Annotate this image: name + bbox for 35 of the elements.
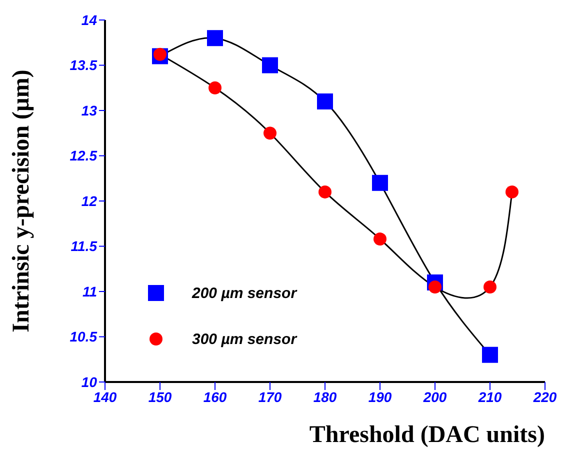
point [482,346,498,363]
point [207,30,223,46]
y-tick-label: 11.5 [70,238,98,254]
x-tick-label: 140 [93,388,117,405]
x-tick-label: 220 [532,388,557,405]
point [317,93,333,110]
y-tick-label: 12 [81,192,98,209]
y-tick-label: 13.5 [70,57,98,74]
point [506,185,518,198]
point [428,280,442,294]
point [484,280,496,294]
point [374,232,386,246]
x-tick-label: 200 [422,388,447,405]
x-axis-title: Threshold (DAC units) [309,422,545,448]
point [372,174,388,191]
x-tick-label: 190 [368,388,392,405]
legend-label: 200 µm sensor [192,284,297,302]
y-tick-label: 13 [81,102,98,118]
y-tick-label: 11 [82,283,98,300]
point [154,48,166,61]
x-tick-label: 160 [203,388,227,405]
y-tick-label: 12.5 [70,148,98,164]
point [318,185,332,198]
point [208,81,222,94]
x-tick-label: 150 [148,388,172,405]
legend-label: 300 µm sensor [192,330,297,348]
x-tick-label: 210 [477,388,502,405]
y-tick-label: 10 [81,374,98,390]
x-tick-label: 170 [258,388,282,405]
y-tick-label: 14 [81,12,98,28]
y-tick-label: 10.5 [70,328,98,345]
point [262,57,278,74]
y-axis-title: Intrinsic y-precision (µm) [8,70,35,332]
x-tick-label: 180 [313,388,337,405]
point [264,126,276,140]
